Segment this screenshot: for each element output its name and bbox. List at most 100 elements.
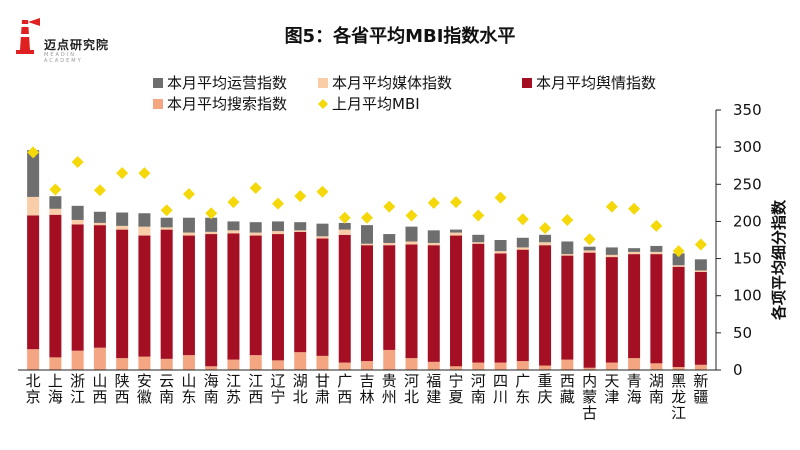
bar-segment xyxy=(205,234,218,367)
bar-segment xyxy=(583,246,596,251)
bar-segment xyxy=(628,251,641,255)
bar-segment xyxy=(116,212,129,226)
category-label: 河北 xyxy=(404,372,419,406)
category-label: 上海 xyxy=(48,372,63,406)
category-label-char: 天 xyxy=(604,372,619,390)
mbi-marker xyxy=(271,197,284,210)
legend-marker-mbi xyxy=(318,99,328,109)
mbi-marker xyxy=(93,184,106,197)
bar-segment xyxy=(227,233,240,360)
bar-segment xyxy=(672,367,685,370)
category-label: 黑龙江 xyxy=(671,372,686,422)
bar-segment xyxy=(628,254,641,359)
bar-segment xyxy=(472,362,485,370)
y-tick-label: 50 xyxy=(733,324,752,342)
bar-segment xyxy=(160,227,173,230)
bar-segment xyxy=(605,254,618,258)
category-label-char: 湖 xyxy=(649,372,664,390)
category-label-char: 陕 xyxy=(115,372,130,390)
bar-segment xyxy=(650,251,663,255)
legend-swatch xyxy=(153,78,163,88)
bar-segment xyxy=(316,223,329,237)
mbi-marker xyxy=(249,182,262,194)
mbi-marker xyxy=(583,233,596,246)
bar-segment xyxy=(405,226,418,242)
category-label-char: 江 xyxy=(671,404,686,422)
bar-segment xyxy=(450,232,463,236)
bar-segment xyxy=(694,271,707,365)
category-label-char: 苏 xyxy=(226,388,241,406)
category-label: 甘肃 xyxy=(315,372,330,406)
category-label: 重庆 xyxy=(538,372,553,406)
category-label: 云南 xyxy=(159,372,174,406)
legend-label: 本月平均舆情指数 xyxy=(536,74,656,92)
bar-segment xyxy=(49,196,62,209)
category-label-char: 广 xyxy=(337,372,352,390)
bar-segment xyxy=(160,358,173,370)
category-label: 福建 xyxy=(426,372,441,406)
brand-subtitle: MEADIN ACADEMY xyxy=(44,52,83,64)
mbi-marker xyxy=(316,185,329,198)
bar-segment xyxy=(694,364,707,370)
category-label-char: 安 xyxy=(137,372,152,390)
category-label-char: 肃 xyxy=(315,388,330,406)
category-label-char: 海 xyxy=(627,388,642,406)
category-label-char: 南 xyxy=(471,388,486,406)
category-label-char: 东 xyxy=(515,388,530,406)
bar-segment xyxy=(672,265,685,267)
legend-label: 上月平均MBI xyxy=(332,95,420,113)
bar-segment xyxy=(93,347,106,370)
bar-segment xyxy=(605,362,618,370)
mbi-marker xyxy=(160,204,173,217)
bar-segment xyxy=(249,235,262,356)
category-label-char: 津 xyxy=(604,388,619,406)
category-label-char: 贵 xyxy=(382,372,397,390)
legend-label: 本月平均搜索指数 xyxy=(167,95,287,113)
category-label-char: 辽 xyxy=(270,372,285,390)
bar-segment xyxy=(472,234,485,243)
category-label: 新疆 xyxy=(693,372,708,406)
category-label-char: 南 xyxy=(649,388,664,406)
brand-logo: 迈点研究院 MEADIN ACADEMY xyxy=(10,16,110,64)
y-tick-label: 350 xyxy=(733,101,762,119)
bar-segment xyxy=(472,242,485,244)
bar-segment xyxy=(450,235,463,367)
bar-segment xyxy=(271,231,284,235)
bar-segment xyxy=(227,359,240,370)
bar-segment xyxy=(650,254,663,364)
bar-segment xyxy=(383,245,396,350)
bar-segment xyxy=(539,245,552,366)
bar-segment xyxy=(361,245,373,362)
category-label-char: 重 xyxy=(538,372,553,390)
category-label-char: 西 xyxy=(248,388,263,406)
category-label-char: 河 xyxy=(404,372,419,390)
category-label-char: 山 xyxy=(181,372,196,390)
mbi-marker xyxy=(71,156,84,168)
mbi-marker xyxy=(494,191,507,204)
chart-title: 图5：各省平均MBI指数水平 xyxy=(284,26,516,47)
bar-segment xyxy=(450,229,463,233)
category-label-char: 南 xyxy=(159,388,174,406)
bar-segment xyxy=(271,221,284,232)
category-label-char: 徽 xyxy=(137,388,152,406)
category-label: 江苏 xyxy=(226,372,241,406)
bar-segment xyxy=(71,350,84,370)
y-tick-label: 250 xyxy=(733,175,762,193)
bar-segment xyxy=(182,217,195,233)
mbi-marker xyxy=(383,200,396,213)
category-label: 西藏 xyxy=(560,372,575,406)
bar-segment xyxy=(539,234,552,243)
legend-swatch xyxy=(153,99,163,109)
bar-segment xyxy=(361,243,373,246)
bar-segment xyxy=(672,266,685,368)
category-label-char: 云 xyxy=(159,372,174,390)
bar-segment xyxy=(628,358,641,370)
legend-label: 本月平均媒体指数 xyxy=(332,74,452,92)
category-label: 吉林 xyxy=(359,372,374,406)
mbi-marker xyxy=(694,238,707,251)
bar-segment xyxy=(71,205,84,220)
mbi-marker xyxy=(338,211,351,224)
category-label: 湖北 xyxy=(293,372,308,406)
